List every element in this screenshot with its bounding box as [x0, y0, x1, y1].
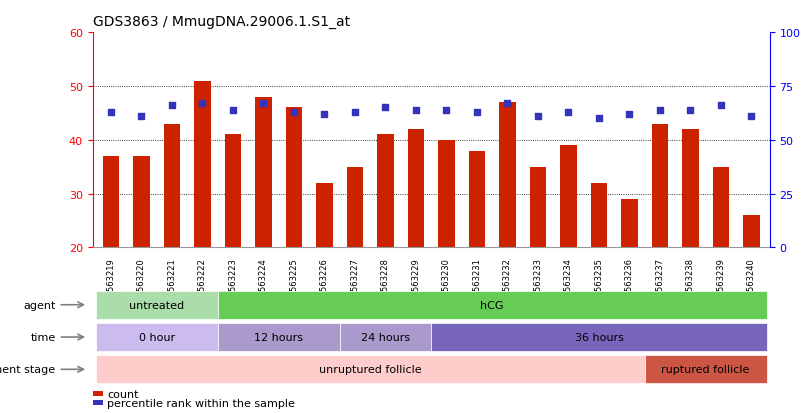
Text: count: count — [107, 389, 139, 399]
Bar — [102, 157, 119, 248]
Bar — [218, 291, 767, 319]
Point — [348, 109, 361, 116]
Point — [288, 109, 301, 116]
Point — [684, 107, 697, 114]
Bar — [96, 323, 218, 351]
Point — [531, 114, 544, 120]
Bar — [194, 81, 211, 248]
Bar — [285, 108, 302, 248]
Text: 36 hours: 36 hours — [575, 332, 623, 342]
Bar — [316, 183, 333, 248]
Point — [105, 109, 118, 116]
Text: agent: agent — [23, 300, 56, 310]
Text: development stage: development stage — [0, 364, 56, 375]
Bar — [96, 356, 645, 383]
Bar — [560, 146, 577, 248]
Text: 12 hours: 12 hours — [254, 332, 303, 342]
Bar — [743, 216, 760, 248]
Bar — [651, 124, 668, 248]
Point — [745, 114, 758, 120]
Bar — [431, 323, 767, 351]
Point — [714, 103, 727, 109]
Point — [257, 101, 270, 107]
Point — [592, 116, 605, 122]
Bar — [347, 167, 364, 248]
Point — [562, 109, 575, 116]
Text: untreated: untreated — [129, 300, 185, 310]
Bar — [377, 135, 394, 248]
Point — [318, 112, 331, 118]
Bar — [225, 135, 241, 248]
Bar — [255, 97, 272, 248]
Bar — [339, 323, 431, 351]
Point — [471, 109, 484, 116]
Point — [654, 107, 667, 114]
Bar — [438, 140, 455, 248]
Bar — [96, 291, 218, 319]
Bar — [164, 124, 181, 248]
Point — [196, 101, 209, 107]
Bar — [468, 151, 485, 248]
Text: hCG: hCG — [480, 300, 504, 310]
Bar — [591, 183, 608, 248]
Bar — [713, 167, 729, 248]
Text: GDS3863 / MmugDNA.29006.1.S1_at: GDS3863 / MmugDNA.29006.1.S1_at — [93, 15, 350, 29]
Point — [165, 103, 178, 109]
Point — [623, 112, 636, 118]
Text: ruptured follicle: ruptured follicle — [662, 364, 750, 375]
Bar — [408, 130, 424, 248]
Bar — [645, 356, 767, 383]
Text: 24 hours: 24 hours — [361, 332, 410, 342]
Point — [379, 105, 392, 112]
Bar — [499, 103, 516, 248]
Bar — [93, 391, 103, 396]
Bar — [133, 157, 150, 248]
Text: 0 hour: 0 hour — [139, 332, 175, 342]
Bar — [93, 400, 103, 406]
Bar — [530, 167, 546, 248]
Bar — [621, 199, 638, 248]
Point — [501, 101, 514, 107]
Bar — [682, 130, 699, 248]
Text: time: time — [31, 332, 56, 342]
Text: percentile rank within the sample: percentile rank within the sample — [107, 398, 295, 408]
Point — [226, 107, 239, 114]
Text: unruptured follicle: unruptured follicle — [319, 364, 422, 375]
Point — [135, 114, 148, 120]
Bar — [218, 323, 339, 351]
Point — [440, 107, 453, 114]
Point — [409, 107, 422, 114]
